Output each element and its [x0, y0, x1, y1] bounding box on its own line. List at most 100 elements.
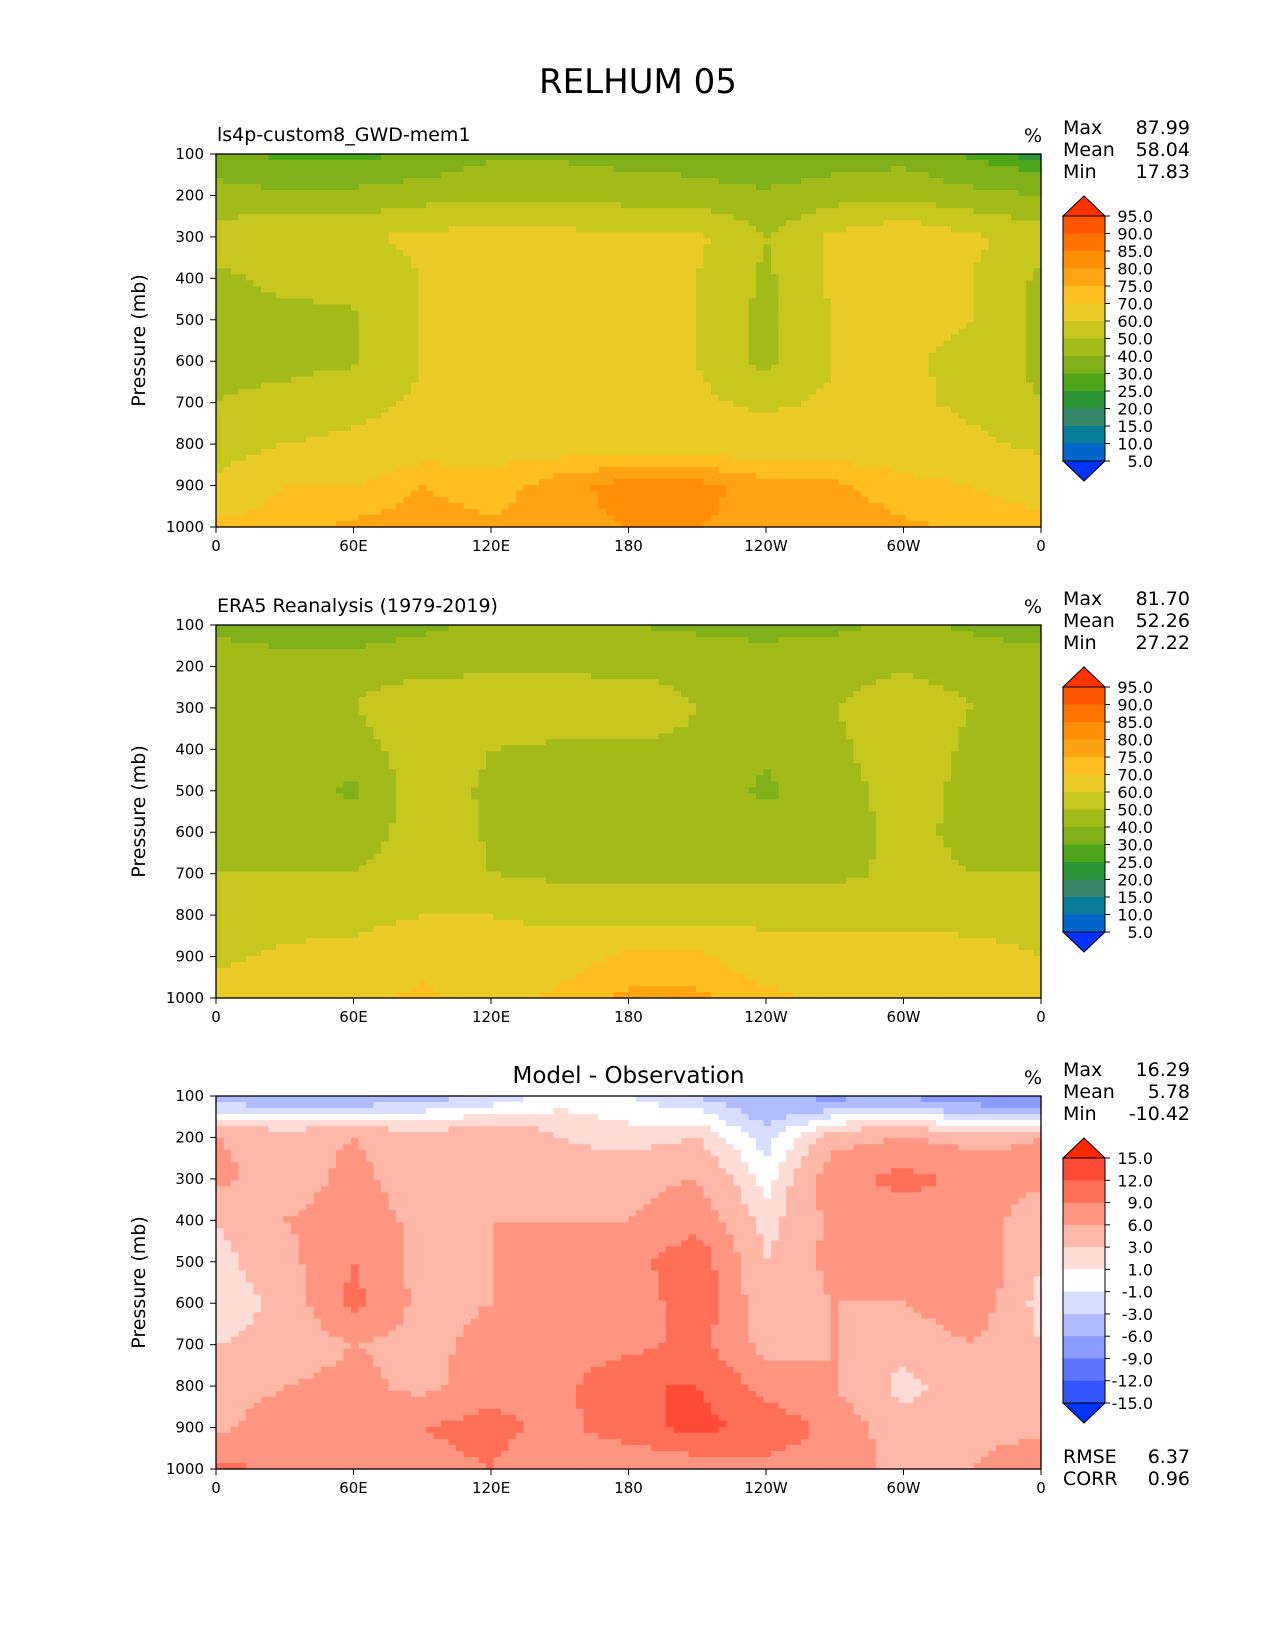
heatmap-cell [419, 232, 427, 239]
heatmap-cell [756, 473, 764, 480]
heatmap-cell [614, 274, 622, 281]
heatmap-cell [621, 172, 629, 179]
heatmap-cell [456, 509, 464, 516]
heatmap-cell [456, 419, 464, 426]
heatmap-cell [351, 443, 359, 450]
heatmap-cell [471, 485, 479, 492]
heatmap-cell [726, 431, 734, 438]
heatmap-cell [524, 244, 532, 251]
heatmap-cell [719, 425, 727, 432]
heatmap-cell [359, 256, 367, 263]
heatmap-cell [261, 455, 269, 462]
heatmap-cell [719, 310, 727, 317]
heatmap-cell [314, 250, 322, 257]
heatmap-cell [546, 268, 554, 275]
heatmap-cell [704, 419, 712, 426]
heatmap-cell [704, 371, 712, 378]
heatmap-cell [501, 190, 509, 197]
heatmap-cell [509, 310, 517, 317]
heatmap-cell [546, 328, 554, 335]
heatmap-cell [381, 226, 389, 233]
heatmap-cell [494, 341, 502, 348]
heatmap-cell [704, 214, 712, 221]
heatmap-cell [576, 401, 584, 408]
heatmap-cell [771, 154, 779, 161]
heatmap-cell [756, 461, 764, 468]
heatmap-cell [809, 256, 817, 263]
heatmap-cell [404, 304, 412, 311]
heatmap-cell [816, 154, 824, 161]
heatmap-cell [464, 383, 472, 390]
heatmap-cell [569, 226, 577, 233]
heatmap-cell [261, 262, 269, 269]
heatmap-cell [306, 449, 314, 456]
heatmap-cell [456, 268, 464, 275]
heatmap-cell [479, 304, 487, 311]
heatmap-cell [696, 485, 704, 492]
heatmap-cell [636, 413, 644, 420]
heatmap-cell [344, 202, 352, 209]
heatmap-cell [539, 491, 547, 498]
heatmap-cell [629, 250, 637, 257]
heatmap-cell [546, 316, 554, 323]
heatmap-cell [276, 208, 284, 215]
heatmap-cell [344, 322, 352, 329]
heatmap-cell [546, 274, 554, 281]
heatmap-cell [599, 479, 607, 486]
heatmap-cell [494, 262, 502, 269]
heatmap-cell [764, 280, 772, 287]
heatmap-cell [771, 467, 779, 474]
heatmap-cell [614, 491, 622, 498]
heatmap-cell [224, 341, 232, 348]
heatmap-cell [629, 347, 637, 354]
heatmap-cell [689, 443, 697, 450]
heatmap-cell [329, 166, 337, 173]
heatmap-cell [321, 280, 329, 287]
heatmap-cell [546, 334, 554, 341]
heatmap-cell [269, 395, 277, 402]
heatmap-cell [666, 377, 674, 384]
heatmap-cell [314, 184, 322, 191]
heatmap-cell [441, 286, 449, 293]
heatmap-cell [434, 497, 442, 504]
heatmap-cell [441, 401, 449, 408]
heatmap-cell [314, 208, 322, 215]
heatmap-cell [261, 232, 269, 239]
heatmap-cell [306, 316, 314, 323]
heatmap-cell [756, 347, 764, 354]
heatmap-cell [246, 425, 254, 432]
heatmap-cell [314, 154, 322, 161]
heatmap-cell [291, 455, 299, 462]
heatmap-cell [599, 485, 607, 492]
heatmap-cell [674, 160, 682, 167]
heatmap-cell [464, 322, 472, 329]
heatmap-cell [644, 413, 652, 420]
heatmap-cell [471, 497, 479, 504]
heatmap-cell [629, 172, 637, 179]
heatmap-cell [689, 190, 697, 197]
heatmap-cell [764, 316, 772, 323]
heatmap-cell [524, 184, 532, 191]
heatmap-cell [711, 160, 719, 167]
heatmap-cell [636, 232, 644, 239]
heatmap-cell [779, 497, 787, 504]
heatmap-cell [584, 196, 592, 203]
heatmap-cell [494, 172, 502, 179]
heatmap-cell [764, 154, 772, 161]
heatmap-cell [374, 232, 382, 239]
heatmap-cell [801, 250, 809, 257]
heatmap-cell [704, 365, 712, 372]
heatmap-cell [599, 455, 607, 462]
heatmap-cell [329, 515, 337, 522]
heatmap-cell [494, 190, 502, 197]
heatmap-cell [344, 268, 352, 275]
heatmap-cell [554, 359, 562, 366]
heatmap-cell [756, 497, 764, 504]
heatmap-cell [779, 341, 787, 348]
heatmap-cell [411, 455, 419, 462]
heatmap-cell [786, 190, 794, 197]
heatmap-cell [336, 347, 344, 354]
heatmap-cell [299, 202, 307, 209]
heatmap-cell [366, 509, 374, 516]
heatmap-cell [689, 292, 697, 299]
